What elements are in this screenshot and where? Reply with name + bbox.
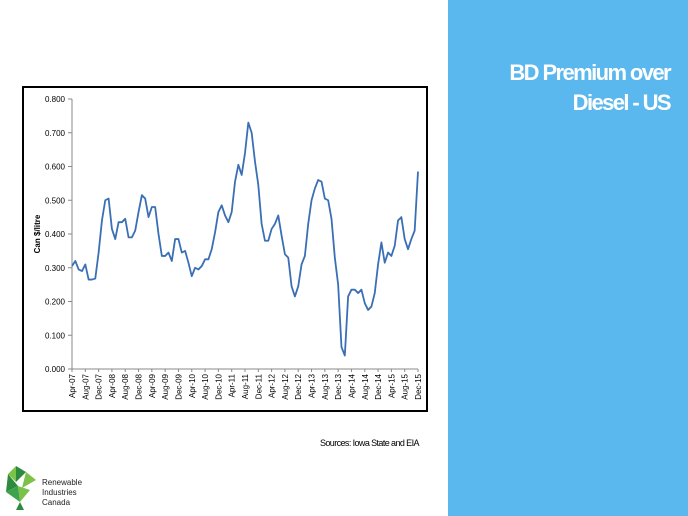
y-tick-label: 0.500: [45, 196, 66, 205]
logo-line2: Industries: [42, 488, 77, 497]
x-tick-label: Aug-10: [201, 373, 210, 399]
source-note: Sources: Iowa State and EIA: [320, 438, 419, 448]
y-tick-label: 0.000: [45, 365, 66, 374]
logo-stem-icon: [16, 502, 24, 510]
x-tick-label: Dec-15: [414, 373, 423, 399]
y-tick-label: 0.700: [45, 129, 66, 138]
logo-leaf-icon: [8, 466, 16, 482]
x-tick-label: Apr-07: [68, 373, 77, 398]
renewable-industries-logo-icon: [6, 466, 36, 510]
logo-leaf-icon: [18, 486, 30, 502]
x-tick-label: Apr-11: [228, 373, 237, 397]
x-tick-label: Apr-14: [347, 373, 356, 398]
logo-leaf-icon: [16, 466, 26, 482]
slide-title: BD Premium over Diesel - US: [450, 58, 672, 118]
x-tick-label: Apr-13: [308, 373, 317, 398]
x-tick-label: Dec-12: [294, 373, 303, 399]
y-axis-title: Can $/litre: [33, 214, 42, 253]
slide-title-line1: BD Premium over: [509, 60, 671, 85]
x-tick-label: Dec-13: [334, 373, 343, 399]
logo-line1: Renewable: [42, 478, 83, 487]
x-tick-label: Aug-07: [81, 373, 90, 399]
y-tick-label: 0.200: [45, 298, 66, 307]
y-tick-label: 0.600: [45, 163, 66, 172]
x-tick-label: Apr-09: [148, 373, 157, 398]
title-panel: [448, 0, 688, 516]
x-tick-label: Dec-07: [95, 373, 104, 399]
x-tick-label: Dec-09: [174, 373, 183, 399]
slide-title-line2: Diesel - US: [572, 90, 672, 115]
y-tick-label: 0.100: [45, 331, 66, 340]
logo-leaf-icon: [22, 472, 36, 488]
y-tick-label: 0.300: [45, 264, 66, 273]
x-tick-label: Dec-11: [254, 373, 263, 399]
chart-frame: 0.000 0.100 0.200 0.300 0.400 0.500 0.600 0.700…: [22, 86, 428, 412]
x-tick-label: Dec-10: [214, 373, 223, 399]
x-tick-label: Dec-08: [135, 373, 144, 399]
logo-text: Renewable Industries Canada: [42, 478, 82, 508]
line-chart: 0.000 0.100 0.200 0.300 0.400 0.500 0.600 0.700…: [33, 95, 423, 400]
x-tick-label: Apr-10: [188, 373, 197, 398]
x-tick-label: Apr-15: [387, 373, 396, 398]
x-tick-label: Aug-14: [361, 373, 370, 399]
x-tick-label: Aug-13: [321, 373, 330, 399]
series-line: [71, 121, 419, 357]
x-tick-label: Apr-08: [108, 373, 117, 398]
logo-leaf-icon: [6, 486, 20, 502]
x-tick-label: Apr-12: [268, 373, 277, 398]
x-tick-label: Aug-09: [161, 373, 170, 399]
x-tick-label: Aug-12: [281, 373, 290, 399]
x-tick-label: Aug-08: [121, 373, 130, 399]
x-tick-label: Aug-11: [241, 373, 250, 399]
logo-line3: Canada: [42, 498, 71, 507]
x-tick-label: Aug-15: [401, 373, 410, 399]
y-tick-label: 0.800: [45, 95, 66, 104]
x-tick-label: Dec-14: [374, 373, 383, 399]
y-tick-label: 0.400: [45, 230, 66, 239]
